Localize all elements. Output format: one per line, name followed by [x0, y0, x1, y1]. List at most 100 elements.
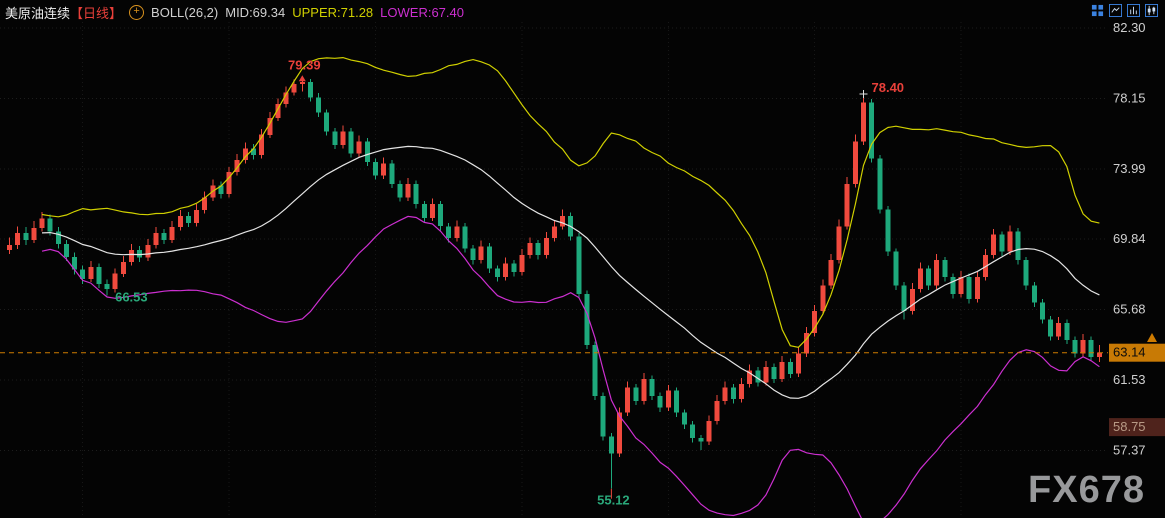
candle-body — [267, 117, 273, 135]
candle-body — [690, 424, 696, 439]
candle-body — [202, 197, 208, 211]
boll-lower-line — [41, 215, 1100, 518]
candle-body — [55, 231, 61, 245]
boll-lower-value: LOWER:67.40 — [380, 5, 464, 20]
symbol-group: 美原油连续 【日线】 — [5, 3, 122, 22]
candle-body — [600, 395, 606, 437]
y-axis-label: 73.99 — [1113, 161, 1146, 176]
boll-upper-value: UPPER:71.28 — [292, 5, 374, 20]
candle-body — [1056, 322, 1062, 337]
watermark: FX678 — [1028, 469, 1145, 511]
candle-body — [389, 163, 395, 184]
candle-body — [421, 204, 427, 218]
candle-body — [185, 216, 191, 223]
candle-body — [812, 311, 818, 333]
layout-grid-icon[interactable] — [1091, 4, 1104, 17]
candle-body — [852, 141, 858, 184]
candle-body — [633, 387, 639, 401]
candle-body — [958, 277, 964, 295]
secondary-price-badge — [1109, 418, 1165, 437]
boll-indicator-label[interactable]: BOLL(26,2) — [151, 5, 219, 20]
candle-body — [169, 227, 175, 240]
candle-body — [478, 246, 484, 261]
candle-body — [869, 102, 875, 159]
candle-body — [804, 333, 810, 354]
candle-body — [373, 161, 378, 176]
candle-body — [1031, 285, 1037, 303]
candle-body — [299, 82, 305, 84]
candle-body — [503, 263, 509, 278]
candle-body — [332, 131, 338, 145]
candle-body — [161, 233, 167, 240]
candle-body — [1048, 319, 1054, 337]
candle-body — [974, 277, 980, 300]
candle-body — [649, 378, 655, 396]
candle-body — [950, 277, 956, 295]
y-axis-label: 78.15 — [1113, 90, 1146, 105]
candle-body — [909, 289, 915, 311]
candle-body — [96, 266, 102, 284]
symbol-title[interactable]: 美原油连续 — [5, 6, 71, 21]
price-direction-arrow-icon — [1147, 333, 1157, 342]
line-chart-style-icon[interactable] — [1109, 4, 1122, 17]
candle-body — [429, 204, 435, 218]
candle-body — [275, 104, 281, 118]
price-annotation: 79.39 — [288, 57, 321, 72]
candle-body — [242, 148, 248, 161]
candle-chart-style-icon[interactable] — [1145, 4, 1158, 17]
candle-body — [641, 378, 647, 401]
candle-body — [23, 233, 29, 240]
indicator-settings-icon[interactable]: + — [129, 5, 145, 20]
candle-body — [576, 236, 582, 294]
candle-body — [722, 387, 728, 401]
candle-body — [730, 387, 736, 400]
candle-body — [39, 218, 45, 228]
candle-body — [893, 251, 899, 286]
candle-body — [470, 248, 476, 261]
candle-body — [820, 285, 826, 311]
candle-body — [72, 256, 78, 270]
candle-body — [495, 268, 500, 278]
candle-body — [104, 283, 110, 289]
arrow-marker — [298, 75, 306, 82]
candle-body — [31, 228, 37, 240]
candlestick-series — [7, 77, 1102, 489]
candle-body — [80, 269, 86, 279]
timeframe-label[interactable]: 【日线】 — [70, 6, 123, 21]
candle-body — [1096, 352, 1102, 357]
candle-body — [763, 367, 769, 383]
candle-body — [511, 263, 517, 273]
candle-body — [1007, 231, 1013, 252]
secondary-price-badge-label: 58.75 — [1113, 419, 1146, 434]
candle-body — [446, 226, 452, 239]
candle-body — [934, 260, 940, 286]
last-price-badge — [1109, 343, 1165, 362]
candle-body — [7, 244, 12, 250]
candle-body — [877, 158, 883, 210]
candle-body — [747, 370, 753, 384]
candle-body — [137, 250, 143, 258]
candle-body — [234, 160, 240, 173]
candle-body — [348, 131, 354, 154]
bar-chart-style-icon[interactable] — [1127, 4, 1140, 17]
y-axis-label: 61.53 — [1113, 372, 1146, 387]
boll-mid-line — [41, 145, 1100, 399]
candle-body — [665, 390, 671, 408]
y-axis-label: 57.37 — [1113, 443, 1146, 458]
candle-body — [112, 273, 118, 289]
candle-body — [1023, 260, 1029, 286]
y-axis-label: 69.84 — [1113, 231, 1146, 246]
candle-body — [901, 285, 907, 311]
candle-body — [714, 400, 720, 422]
candle-body — [682, 412, 688, 425]
candle-body — [787, 361, 793, 374]
price-annotation: 55.12 — [597, 493, 630, 508]
candle-body — [218, 185, 224, 195]
candle-body — [999, 234, 1005, 252]
candle-body — [535, 243, 541, 256]
candle-body — [706, 421, 712, 442]
candle-body — [1072, 339, 1078, 354]
candle-body — [1039, 302, 1045, 320]
